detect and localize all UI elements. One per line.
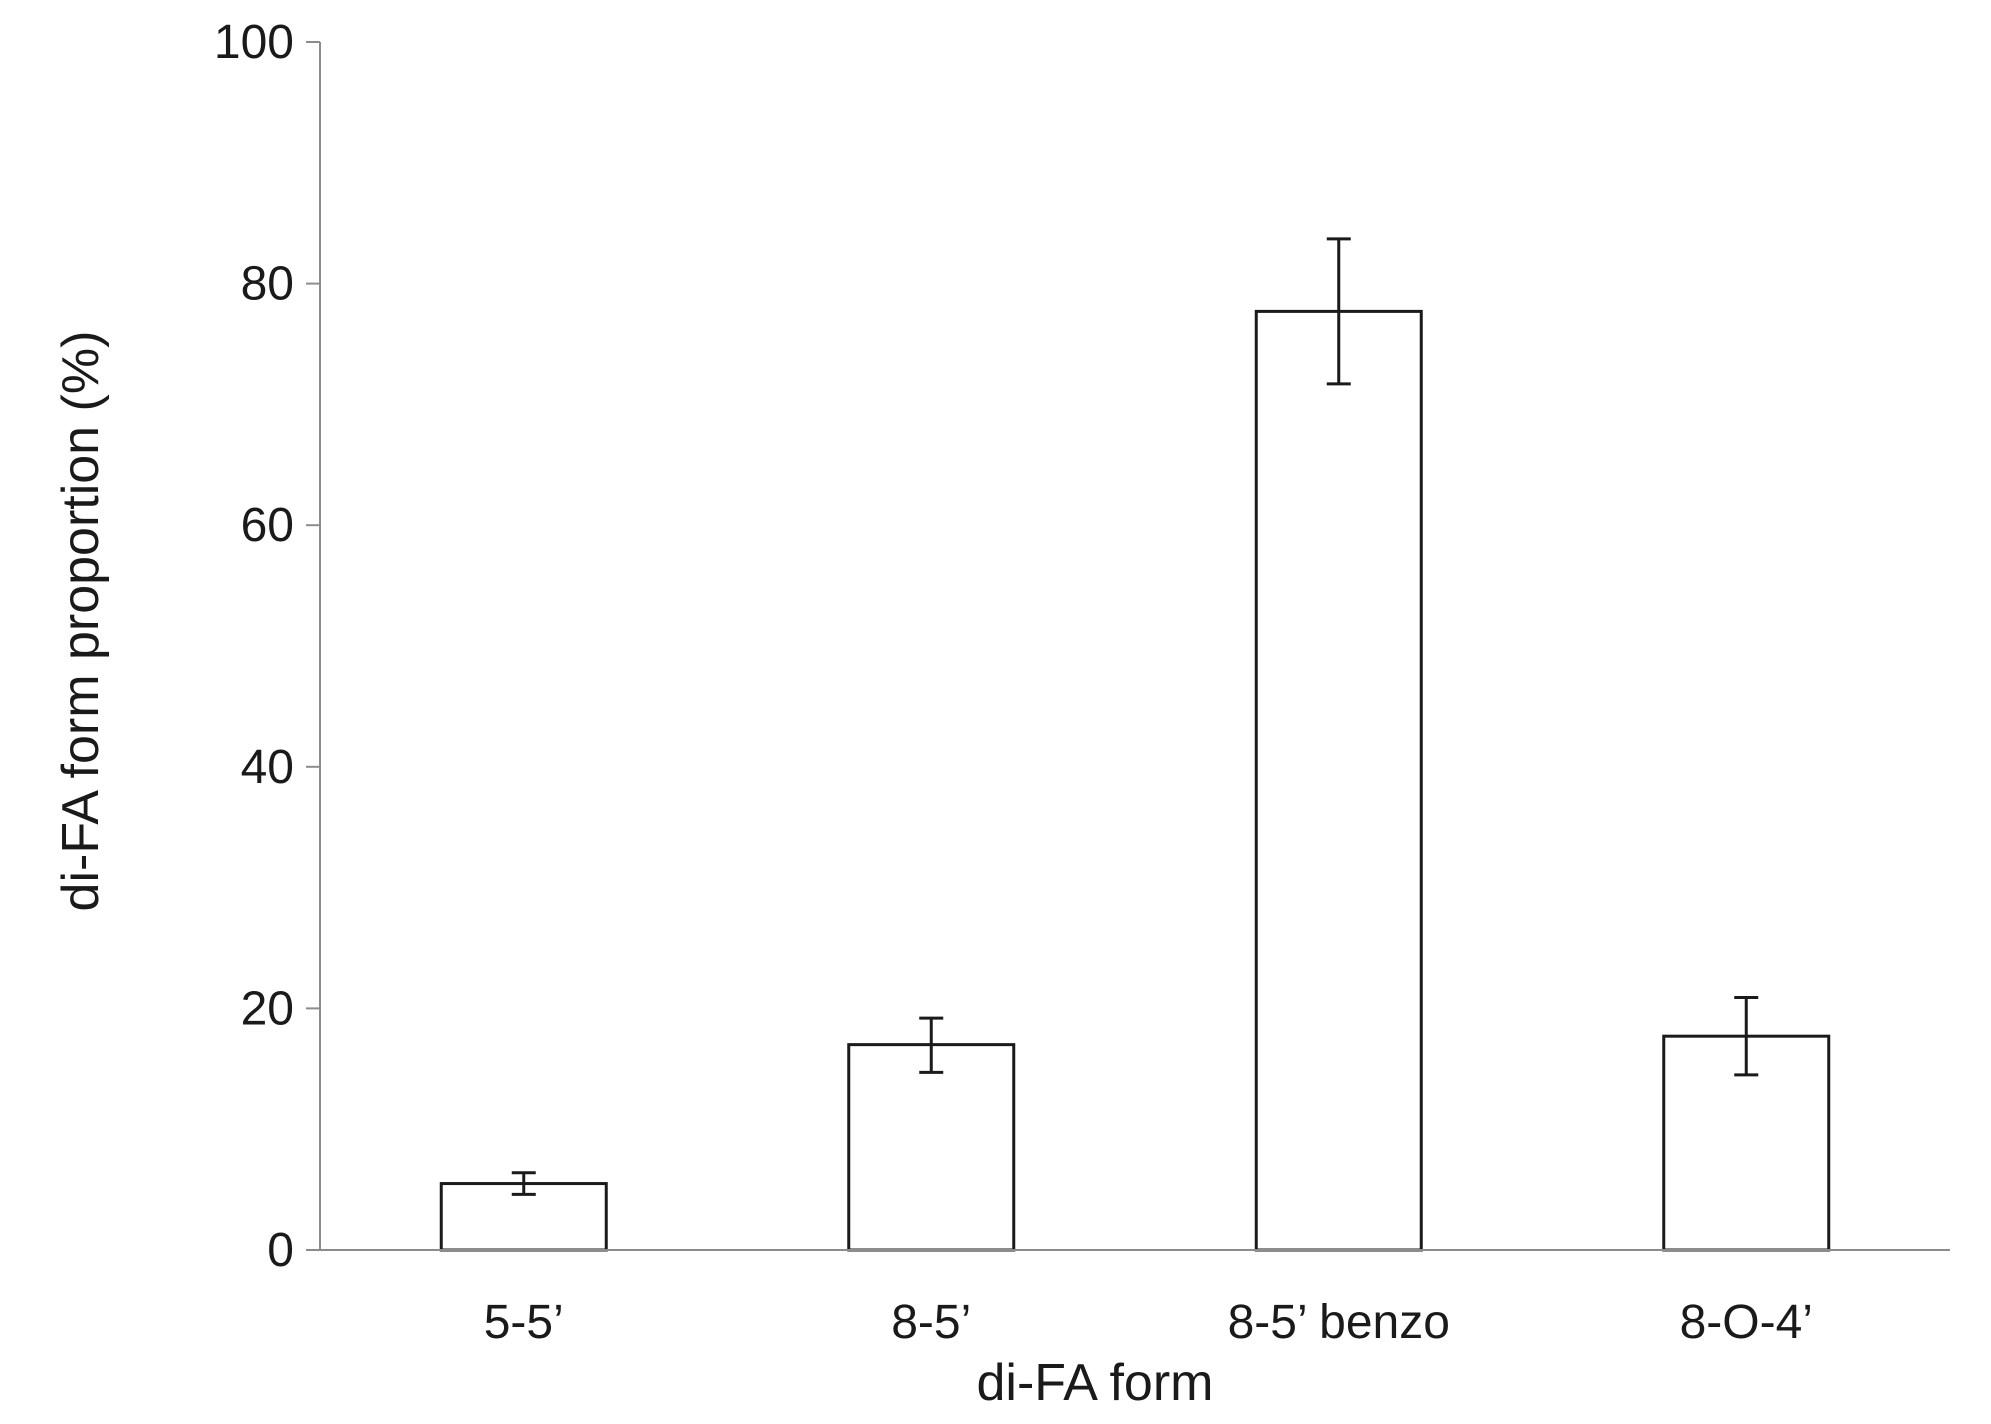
y-tick-label: 40 <box>241 741 294 794</box>
error-bars <box>511 237 1759 1196</box>
y-tick-label: 20 <box>241 982 294 1035</box>
bars <box>439 309 1831 1252</box>
y-axis-title: di-FA form proportion (%) <box>52 331 110 912</box>
x-axis-tick-labels: 5-5’ 8-5’ 8-5’ benzo 8-O-4’ <box>484 1296 1813 1349</box>
y-tick-label: 0 <box>267 1224 294 1277</box>
x-tick-label: 8-5’ <box>891 1296 971 1349</box>
x-tick-label: 8-O-4’ <box>1680 1296 1813 1349</box>
y-tick-label: 80 <box>241 258 294 311</box>
y-tick-label: 60 <box>241 499 294 552</box>
error-bar <box>511 1171 536 1196</box>
error-bar <box>919 1016 944 1074</box>
bar <box>847 1043 1016 1252</box>
bar <box>1254 309 1423 1252</box>
y-axis-ticks: 0 20 40 60 80 100 <box>214 16 320 1277</box>
x-tick-label: 8-5’ benzo <box>1228 1296 1450 1349</box>
error-bar <box>1326 237 1351 386</box>
x-tick-label: 5-5’ <box>484 1296 564 1349</box>
y-tick-label: 100 <box>214 16 294 69</box>
x-axis-title: di-FA form <box>977 1354 1214 1412</box>
error-bar <box>1734 996 1759 1077</box>
